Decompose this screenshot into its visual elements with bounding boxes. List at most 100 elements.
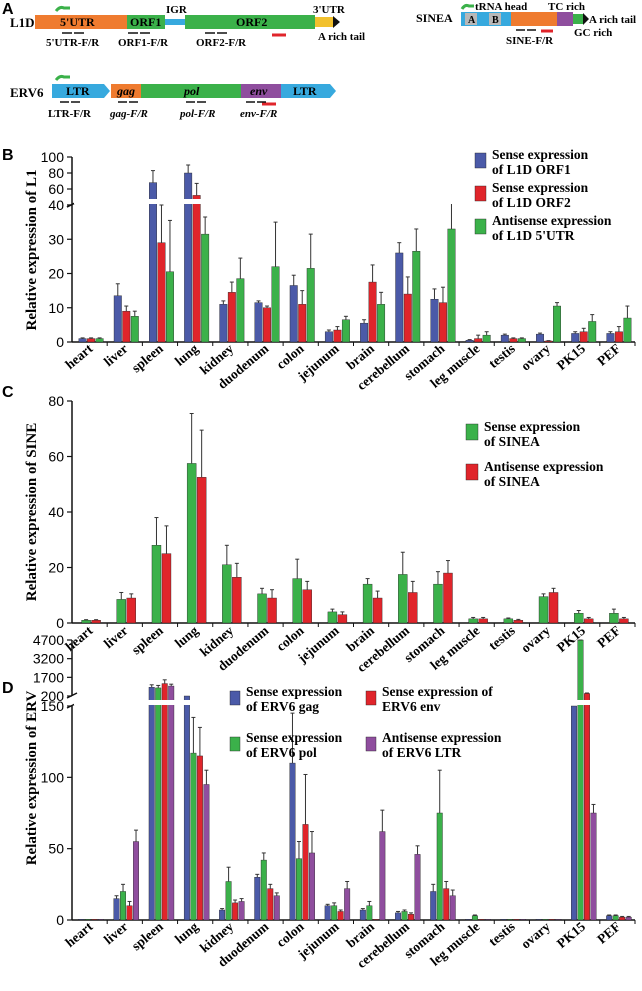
- y-tick-label: 0: [56, 912, 64, 928]
- bar: [443, 572, 453, 624]
- legend-label: Sense expression: [484, 419, 581, 434]
- l1d-igr-label: IGR: [166, 4, 188, 16]
- bar: [401, 911, 408, 921]
- x-tick-label: ovary: [518, 341, 553, 374]
- bar: [535, 919, 542, 921]
- x-tick-label: heart: [62, 622, 96, 654]
- erv6-primer-ltr: LTR-F/R: [48, 108, 92, 120]
- l1d-orf1-segment: [127, 15, 165, 29]
- bar: [366, 905, 373, 921]
- y-tick-label: 3200: [33, 651, 64, 667]
- panel-a: A L1D 5'UTR ORF1 ORF2 IGR 3'UTR A rich t…: [2, 1, 636, 120]
- x-tick-label: PEF: [594, 623, 623, 651]
- x-tick-label: lung: [172, 919, 201, 947]
- bar: [507, 919, 514, 921]
- bar: [87, 338, 96, 343]
- erv6-promoter-arrow: [54, 74, 70, 81]
- bar: [517, 338, 526, 343]
- bar: [126, 905, 133, 921]
- panel-label-d: D: [2, 680, 14, 697]
- bar: [227, 292, 236, 343]
- bar: [623, 317, 632, 343]
- l1d-orf1-label: ORF1: [130, 15, 161, 29]
- bar: [130, 316, 139, 343]
- l1d-promoter-arrow: [54, 5, 70, 12]
- x-tick-label: liver: [101, 919, 131, 947]
- legend-label: of ERV6 gag: [246, 699, 319, 714]
- bar: [513, 919, 520, 921]
- bar: [414, 854, 421, 921]
- legend-label: of ERV6 pol: [246, 745, 317, 760]
- bar: [186, 463, 197, 624]
- y-tick-label: 60: [48, 449, 64, 465]
- panel-label-c: C: [2, 384, 14, 401]
- legend-label: Antisense expression: [382, 730, 502, 745]
- y-tick-label: 40: [48, 504, 64, 520]
- bar: [360, 322, 369, 343]
- legend-label: Sense expression: [246, 684, 343, 699]
- bar: [196, 755, 203, 921]
- erv6-gag-segment: [111, 84, 141, 98]
- bar: [196, 477, 207, 624]
- bar: [309, 852, 315, 921]
- y-tick-label: 100: [41, 769, 65, 785]
- bar: [254, 877, 261, 921]
- bar: [398, 574, 408, 624]
- l1d-3utr-segment: [315, 17, 333, 27]
- bar: [548, 592, 559, 624]
- bar: [609, 613, 619, 624]
- bar: [184, 172, 193, 343]
- bar: [161, 553, 172, 624]
- bar: [257, 593, 267, 624]
- sinea-name: SINEA: [416, 11, 453, 25]
- bar: [474, 338, 483, 343]
- bar: [344, 888, 351, 921]
- bar: [232, 577, 242, 624]
- erv6-ltr-right-label: LTR: [293, 84, 317, 98]
- y-tick-label: 40: [48, 197, 64, 213]
- erv6-pol-label: pol: [183, 84, 200, 98]
- x-tick-label: spleen: [129, 918, 167, 953]
- bar: [590, 812, 597, 921]
- bar: [574, 613, 584, 624]
- l1d-tail-label: A rich tail: [318, 31, 365, 43]
- bar: [183, 695, 190, 921]
- sinea-primer: SINE-F/R: [506, 35, 554, 47]
- bar: [503, 618, 514, 624]
- x-tick-label: spleen: [129, 340, 167, 375]
- bar: [222, 564, 232, 624]
- bar: [113, 898, 120, 921]
- x-tick-label: testis: [486, 919, 518, 949]
- bar: [166, 271, 174, 343]
- bar: [395, 252, 404, 343]
- y-tick-label: 30: [48, 231, 64, 247]
- bar: [372, 597, 383, 624]
- bar: [157, 242, 166, 343]
- bar: [447, 228, 456, 343]
- sinea-tc-segment: [557, 12, 573, 26]
- bar: [78, 919, 85, 921]
- x-tick-label: PEF: [594, 919, 623, 947]
- bar: [337, 614, 348, 624]
- bar: [306, 268, 315, 343]
- x-tick-label: PK15: [554, 919, 589, 951]
- bar: [97, 919, 104, 921]
- legend-swatch: [365, 690, 377, 706]
- bar: [408, 914, 414, 921]
- legend-label: Sense expression: [246, 730, 343, 745]
- x-tick-label: liver: [101, 623, 131, 651]
- bar: [116, 599, 126, 624]
- y-tick-label: 80: [48, 165, 64, 181]
- legend-label: of L1D 5'UTR: [492, 228, 575, 243]
- bar: [359, 909, 366, 921]
- x-tick-label: testis: [486, 623, 518, 653]
- bar: [439, 302, 447, 343]
- bar: [555, 919, 562, 921]
- bar: [482, 334, 491, 343]
- legend-swatch: [474, 152, 487, 169]
- erv6-primer-env: env-F/R: [240, 108, 277, 120]
- bar: [443, 888, 450, 921]
- legend-label: of L1D ORF1: [492, 162, 571, 177]
- bar: [95, 338, 104, 343]
- bar: [260, 859, 267, 921]
